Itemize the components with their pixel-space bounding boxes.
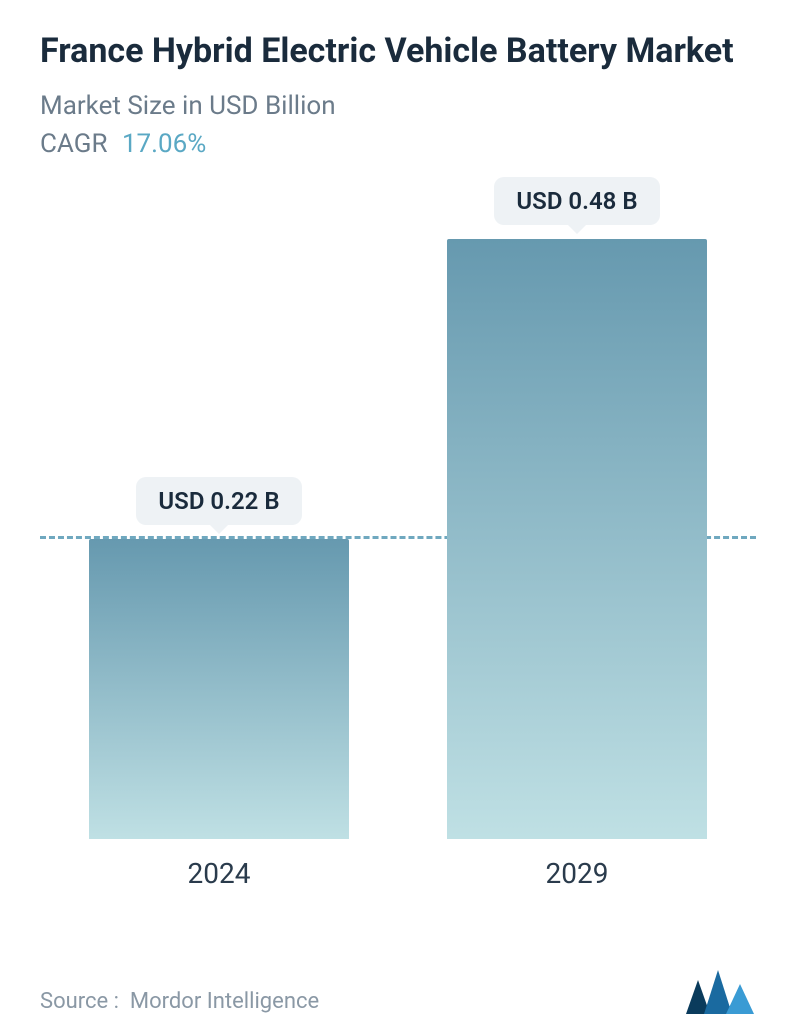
bar-wrap-2029: USD 0.48 B [447,177,707,839]
x-axis-labels: 2024 2029 [40,857,756,890]
bar-2029 [447,239,707,839]
source-label: Source : [40,989,119,1014]
bar-wrap-2024: USD 0.22 B [89,477,349,839]
bar-2024 [89,539,349,839]
value-bubble-2024: USD 0.22 B [136,477,301,525]
x-label-2029: 2029 [447,857,707,890]
source-name: Mordor Intelligence [130,989,319,1014]
chart-card: France Hybrid Electric Vehicle Battery M… [0,0,796,1034]
cagr-value: 17.06% [122,129,206,159]
chart-inner: USD 0.22 B USD 0.48 B [40,179,756,839]
source-text: Source : Mordor Intelligence [40,989,319,1014]
mordor-logo-icon [686,970,756,1014]
bars-container: USD 0.22 B USD 0.48 B [40,179,756,839]
x-label-2024: 2024 [89,857,349,890]
chart-subtitle: Market Size in USD Billion [40,91,756,121]
cagr-row: CAGR 17.06% [40,129,756,159]
cagr-label: CAGR [40,129,107,159]
footer: Source : Mordor Intelligence [40,962,756,1014]
chart-area: USD 0.22 B USD 0.48 B 2024 2029 [40,179,756,935]
value-bubble-2029: USD 0.48 B [494,177,659,225]
chart-title: France Hybrid Electric Vehicle Battery M… [40,30,756,73]
